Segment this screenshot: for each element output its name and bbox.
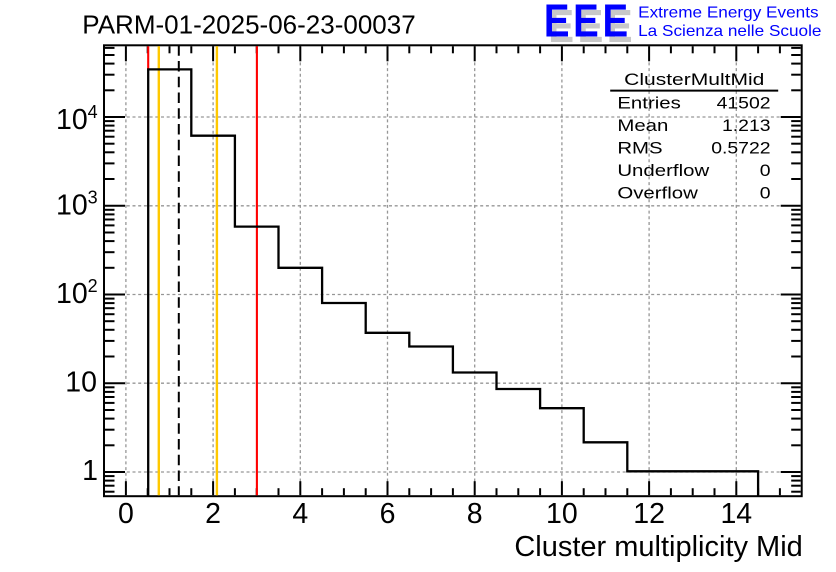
- svg-text:0: 0: [118, 498, 134, 530]
- svg-text:10: 10: [546, 498, 578, 530]
- svg-text:EEE: EEE: [548, 1, 636, 53]
- svg-text:14: 14: [720, 498, 752, 530]
- svg-text:8: 8: [467, 498, 483, 530]
- svg-text:PARM-01-2025-06-23-00037: PARM-01-2025-06-23-00037: [82, 10, 415, 40]
- svg-text:La Scienza nelle Scuole: La Scienza nelle Scuole: [638, 23, 821, 40]
- svg-text:Entries: Entries: [617, 93, 681, 112]
- svg-text:103: 103: [56, 187, 98, 221]
- svg-text:Cluster multiplicity Mid: Cluster multiplicity Mid: [514, 531, 802, 563]
- svg-text:10: 10: [65, 367, 97, 399]
- svg-text:Overflow: Overflow: [617, 183, 698, 202]
- svg-text:ClusterMultMid: ClusterMultMid: [624, 71, 764, 89]
- svg-text:2: 2: [205, 498, 221, 530]
- svg-text:104: 104: [56, 102, 98, 136]
- svg-text:4: 4: [292, 498, 308, 530]
- svg-text:Extreme Energy Events: Extreme Energy Events: [638, 4, 818, 21]
- svg-text:6: 6: [380, 498, 396, 530]
- svg-text:EEE: EEE: [544, 0, 632, 47]
- svg-text:Mean: Mean: [617, 116, 668, 135]
- svg-text:Underflow: Underflow: [617, 161, 709, 180]
- svg-text:102: 102: [56, 276, 98, 310]
- svg-text:1: 1: [82, 455, 98, 487]
- svg-text:12: 12: [633, 498, 665, 530]
- svg-text:0.5722: 0.5722: [711, 139, 770, 157]
- svg-text:0: 0: [760, 161, 771, 179]
- svg-text:41502: 41502: [717, 94, 771, 112]
- svg-text:RMS: RMS: [617, 138, 662, 157]
- svg-text:0: 0: [760, 184, 771, 202]
- svg-text:1.213: 1.213: [722, 116, 771, 134]
